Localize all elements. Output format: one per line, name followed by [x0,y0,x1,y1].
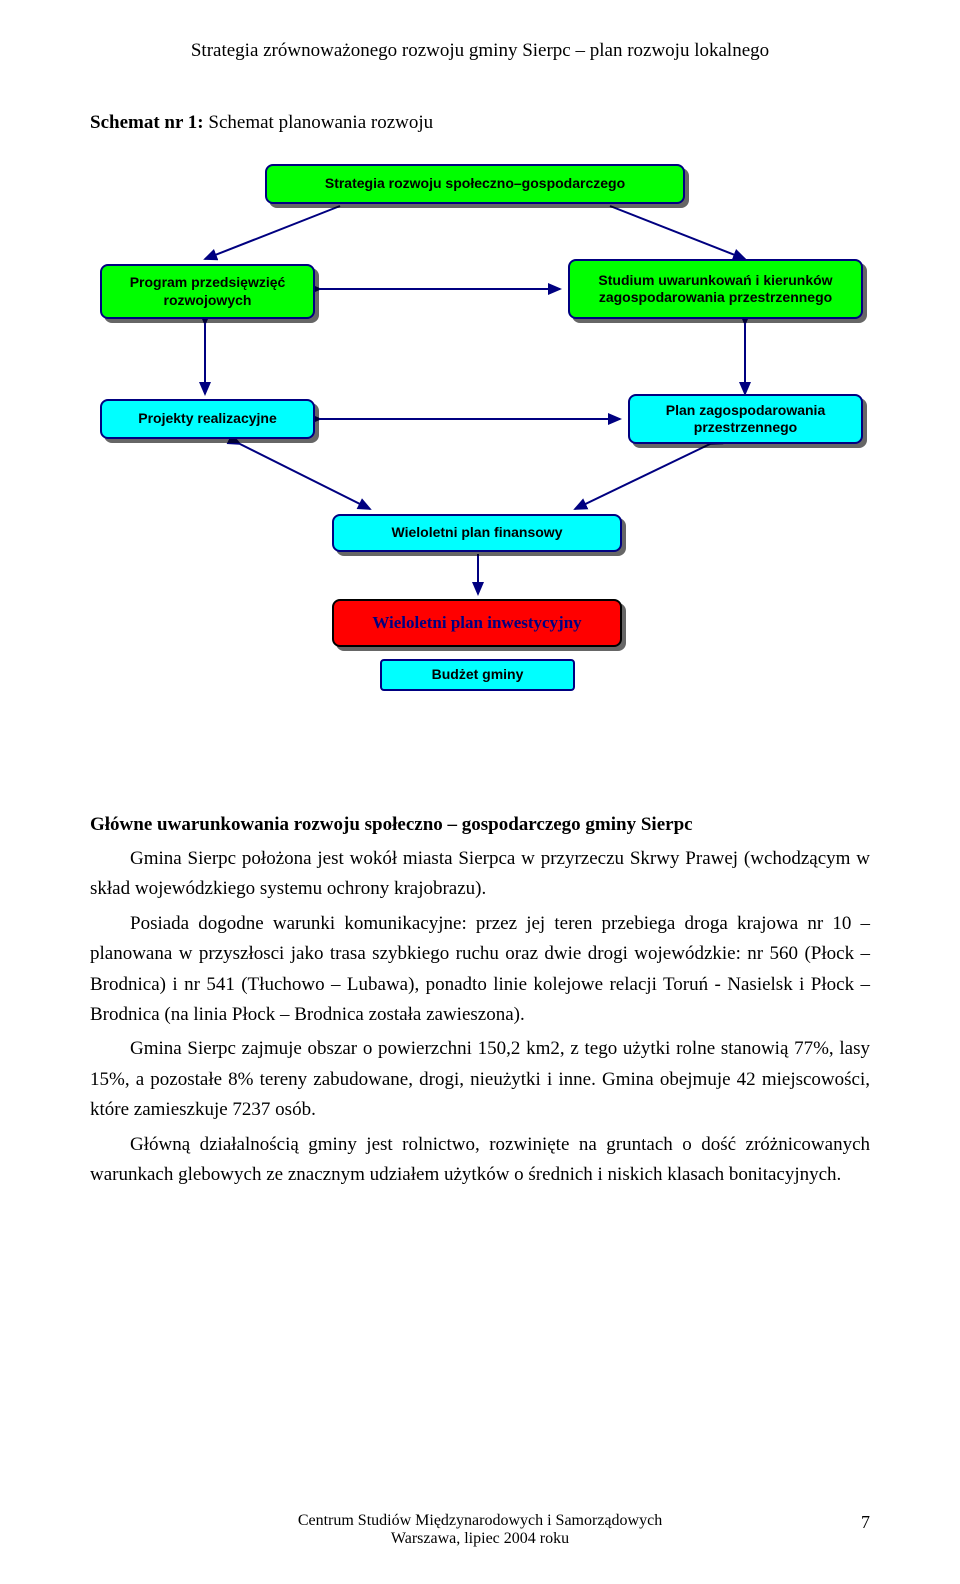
node-studium: Studium uwarunkowań i kierunków zagospod… [568,259,863,319]
node-wieloletni-fin: Wieloletni plan finansowy [332,514,622,552]
page-header: Strategia zrównoważonego rozwoju gminy S… [90,40,870,62]
body-text: Gmina Sierpc położona jest wokół miasta … [90,844,870,1190]
node-label: Wieloletni plan inwestycyjny [372,612,581,633]
node-strategia: Strategia rozwoju społeczno–gospodarczeg… [265,164,685,204]
node-label: Budżet gminy [432,666,524,684]
footer-line-2: Warszawa, lipiec 2004 roku [90,1530,870,1548]
figure-caption: Schemat nr 1: Schemat planowania rozwoju [90,112,870,134]
section-heading: Główne uwarunkowania rozwoju społeczno –… [90,814,870,836]
node-label: Wieloletni plan finansowy [391,524,562,542]
node-label: Projekty realizacyjne [138,410,277,428]
node-projekty: Projekty realizacyjne [100,399,315,439]
node-label: Plan zagospodarowania przestrzennego [636,402,855,437]
caption-prefix: Schemat nr 1: [90,112,208,133]
page-footer: Centrum Studiów Międzynarodowych i Samor… [90,1512,870,1548]
flowchart-diagram: Strategia rozwoju społeczno–gospodarczeg… [90,164,870,784]
paragraph: Gmina Sierpc zajmuje obszar o powierzchn… [90,1034,870,1125]
paragraph: Posiada dogodne warunki komunikacyjne: p… [90,909,870,1031]
node-label: Studium uwarunkowań i kierunków zagospod… [576,272,855,307]
diagram-arrows [90,164,870,784]
paragraph: Główną działalnością gminy jest rolnictw… [90,1130,870,1191]
page-number: 7 [861,1512,870,1533]
node-program: Program przedsięwzięć rozwojowych [100,264,315,319]
node-label: Strategia rozwoju społeczno–gospodarczeg… [325,175,625,193]
node-wieloletni-inw: Wieloletni plan inwestycyjny [332,599,622,647]
paragraph: Gmina Sierpc położona jest wokół miasta … [90,844,870,905]
footer-line-1: Centrum Studiów Międzynarodowych i Samor… [90,1512,870,1530]
node-budzet: Budżet gminy [380,659,575,691]
node-label: Program przedsięwzięć rozwojowych [108,274,307,309]
node-plan-zag: Plan zagospodarowania przestrzennego [628,394,863,444]
caption-text: Schemat planowania rozwoju [208,112,433,133]
